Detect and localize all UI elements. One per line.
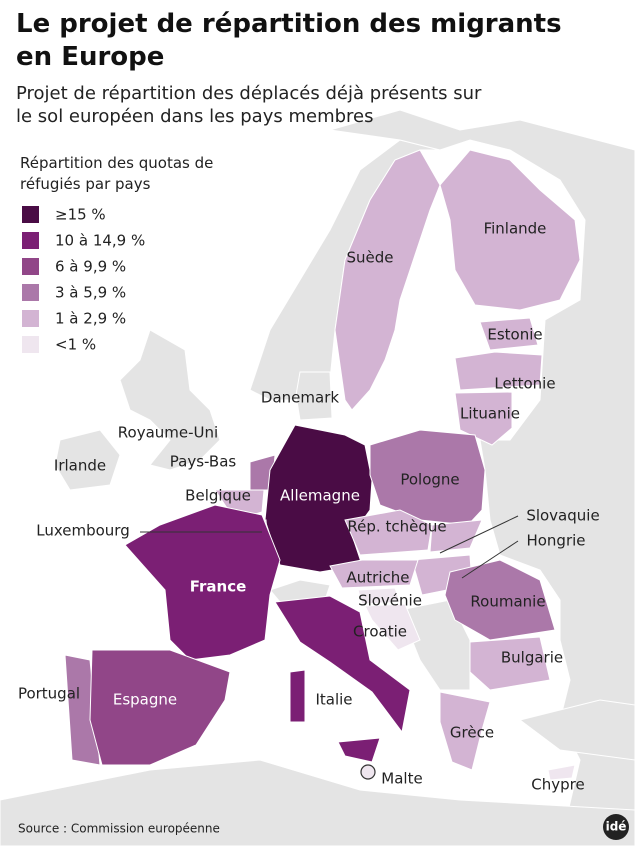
country-label: Hongrie xyxy=(526,532,585,550)
country-shape xyxy=(369,429,486,526)
country-label: Pologne xyxy=(400,471,459,489)
ireland xyxy=(54,429,121,491)
country-shape xyxy=(344,509,433,556)
country-label: Slovénie xyxy=(358,592,422,610)
country-label: Slovaquie xyxy=(526,507,599,525)
country-shape xyxy=(360,764,376,780)
legend-label: <1 % xyxy=(55,336,96,354)
leader-line xyxy=(461,540,519,579)
legend-label: ≥15 % xyxy=(55,206,106,224)
country-label: Estonie xyxy=(487,326,542,344)
leader-lines xyxy=(140,515,519,579)
country-label: Pays-Bas xyxy=(170,453,237,471)
title: Le projet de répartition des migrants en… xyxy=(16,9,562,72)
legend-label: 3 à 5,9 % xyxy=(55,284,126,302)
subtitle: Projet de répartition des déplacés déjà … xyxy=(16,83,482,127)
country-shape xyxy=(274,595,411,734)
legend-label: 10 à 14,9 % xyxy=(55,232,145,250)
country-label: Irlande xyxy=(54,457,106,475)
country-shape xyxy=(454,391,513,446)
country-label: Suède xyxy=(346,249,393,267)
legend-swatch xyxy=(22,258,39,275)
north-africa xyxy=(0,759,635,846)
background-land xyxy=(0,109,635,846)
country-label: Autriche xyxy=(347,569,410,587)
legend-label: 1 à 2,9 % xyxy=(55,310,126,328)
country-shape xyxy=(454,351,543,391)
country-shape xyxy=(364,603,421,651)
legend-title: Répartition des quotas de réfugiés par p… xyxy=(20,154,214,193)
east-land xyxy=(329,109,635,846)
country-label: Finlande xyxy=(484,220,547,238)
country-shape xyxy=(439,691,491,771)
united-kingdom xyxy=(119,329,221,471)
source: Source : Commission européenne xyxy=(18,822,220,836)
country-shape xyxy=(337,737,381,763)
country-shape xyxy=(289,669,306,723)
country-label: Espagne xyxy=(113,691,177,709)
country-label: Chypre xyxy=(531,776,584,794)
country-shape xyxy=(469,636,551,691)
legend-swatch xyxy=(22,232,39,249)
country-shape xyxy=(295,371,333,421)
legend-swatch xyxy=(22,284,39,301)
legend-swatch xyxy=(22,336,39,353)
logo-badge xyxy=(603,814,629,840)
turkey xyxy=(518,699,635,761)
country-shape xyxy=(89,649,231,766)
country-label: Italie xyxy=(315,691,352,709)
country-shape xyxy=(357,587,401,605)
country-shape xyxy=(479,317,539,351)
country-label: Roumanie xyxy=(470,593,545,611)
legend-swatch xyxy=(22,310,39,327)
country-label: Royaume-Uni xyxy=(118,424,218,442)
country-label: Lettonie xyxy=(494,375,555,393)
switzerland xyxy=(269,579,331,603)
country-shape xyxy=(264,424,373,573)
legend-label: 6 à 9,9 % xyxy=(55,258,126,276)
country-label: Portugal xyxy=(18,685,80,703)
country-label: Belgique xyxy=(185,487,251,505)
country-shape xyxy=(429,519,483,553)
country-shape xyxy=(329,559,419,589)
country-label: Allemagne xyxy=(280,487,360,505)
legend: ≥15 % 10 à 14,9 % 6 à 9,9 % 3 à 5,9 % 1 à 2,… xyxy=(22,206,145,354)
country-label: France xyxy=(190,578,247,596)
country-label: Rép. tchèque xyxy=(347,518,446,536)
country-shape xyxy=(124,504,281,661)
country-label: Grèce xyxy=(450,724,494,742)
country-shape xyxy=(547,764,576,781)
country-label: Bulgarie xyxy=(501,649,563,667)
legend-swatch xyxy=(22,206,39,223)
country-label: Croatie xyxy=(353,623,407,641)
countries xyxy=(64,149,581,781)
leader-line xyxy=(439,515,519,554)
country-shape xyxy=(334,149,441,411)
logo: idé xyxy=(606,820,627,834)
country-label: Luxembourg xyxy=(36,522,130,540)
country-label: Lituanie xyxy=(460,405,520,423)
country-label: Danemark xyxy=(261,389,339,407)
country-shape xyxy=(444,559,556,641)
country-label: Malte xyxy=(381,770,422,788)
country-shape xyxy=(439,149,581,311)
country-labels: Suède Finlande Estonie Lettonie Lituanie Dane… xyxy=(18,220,600,794)
